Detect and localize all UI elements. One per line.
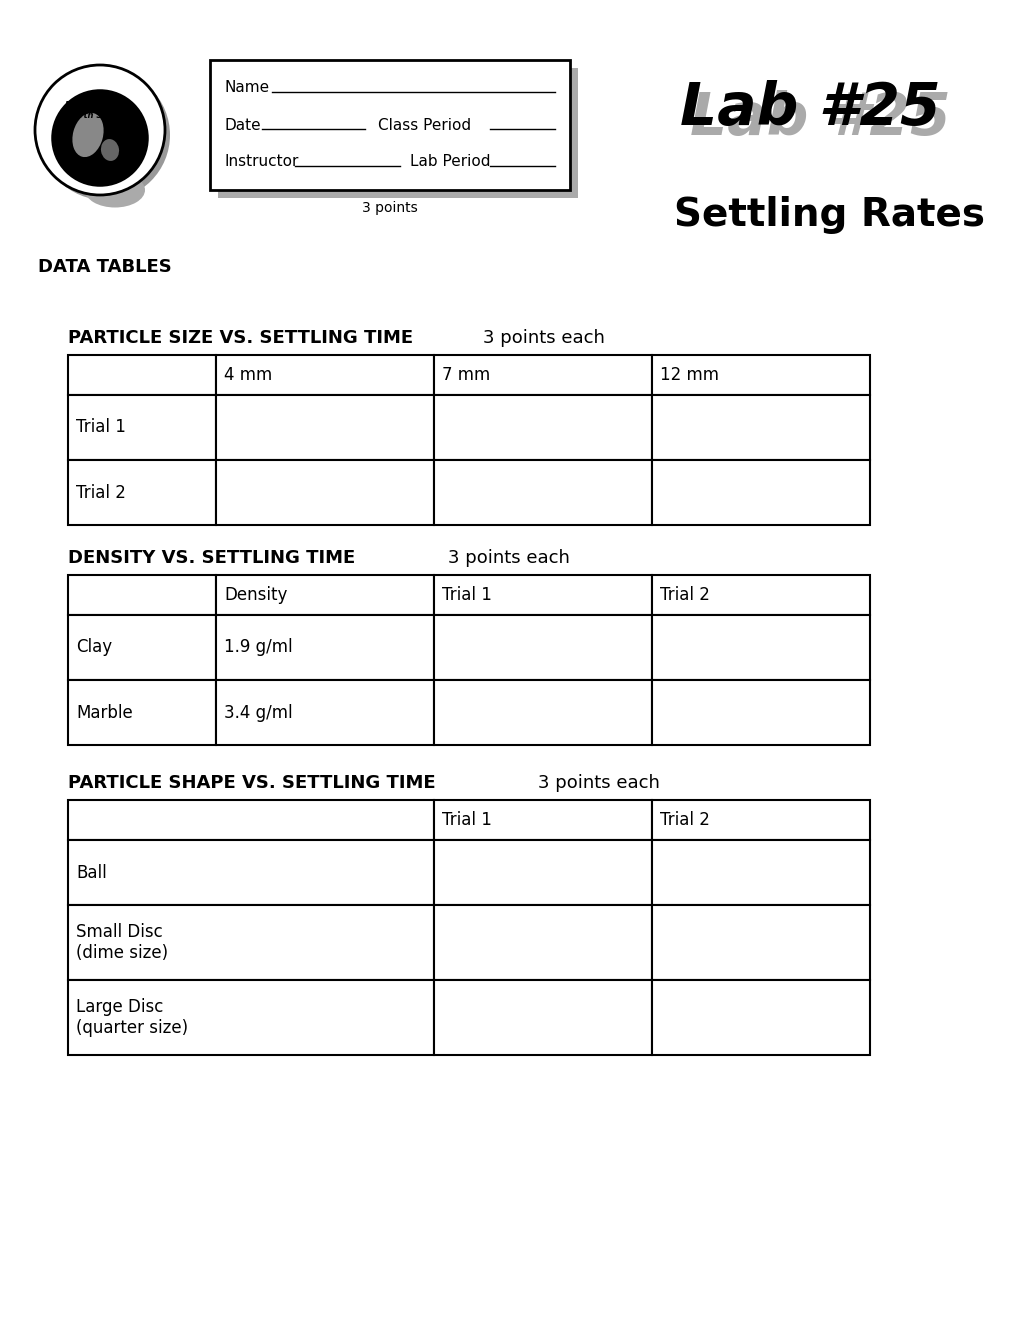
Bar bbox=[433, 840, 651, 906]
Bar bbox=[210, 59, 570, 190]
Bar bbox=[651, 615, 869, 680]
Bar bbox=[216, 680, 433, 744]
Text: PARTICLE SIZE VS. SETTLING TIME: PARTICLE SIZE VS. SETTLING TIME bbox=[68, 329, 413, 347]
Text: Lab #25: Lab #25 bbox=[679, 79, 940, 136]
Bar bbox=[68, 615, 216, 680]
Text: Settling Rates: Settling Rates bbox=[674, 195, 984, 234]
Ellipse shape bbox=[101, 139, 119, 161]
Bar bbox=[68, 979, 433, 1055]
Bar bbox=[433, 459, 651, 525]
Text: 12 mm: 12 mm bbox=[659, 366, 718, 384]
Bar bbox=[68, 840, 433, 906]
Bar bbox=[651, 979, 869, 1055]
Bar bbox=[433, 979, 651, 1055]
Bar bbox=[433, 800, 651, 840]
Bar bbox=[651, 355, 869, 395]
Bar bbox=[651, 459, 869, 525]
Text: Earth Science: Earth Science bbox=[67, 111, 132, 120]
Bar bbox=[68, 459, 216, 525]
Text: Ball: Ball bbox=[76, 863, 107, 882]
Text: Instructor: Instructor bbox=[225, 154, 300, 169]
Bar bbox=[216, 459, 433, 525]
Text: DATA TABLES: DATA TABLES bbox=[38, 257, 171, 276]
Bar bbox=[68, 576, 216, 615]
Text: Marble: Marble bbox=[76, 704, 132, 722]
Bar bbox=[433, 576, 651, 615]
Ellipse shape bbox=[72, 114, 104, 157]
Circle shape bbox=[40, 70, 170, 201]
Text: 4 mm: 4 mm bbox=[224, 366, 272, 384]
Bar bbox=[68, 906, 433, 979]
Text: Trial 1: Trial 1 bbox=[441, 586, 491, 605]
Text: Lab #25: Lab #25 bbox=[689, 90, 950, 147]
Text: Trial 2: Trial 2 bbox=[659, 810, 709, 829]
Text: Earth Science: Earth Science bbox=[65, 100, 135, 110]
Text: 3 points each: 3 points each bbox=[537, 774, 659, 792]
Bar bbox=[433, 355, 651, 395]
Text: 7 mm: 7 mm bbox=[441, 366, 490, 384]
Text: Clay: Clay bbox=[76, 639, 112, 656]
Bar bbox=[216, 395, 433, 459]
Text: 3 points: 3 points bbox=[362, 201, 418, 215]
Text: 1.9 g/ml: 1.9 g/ml bbox=[224, 639, 292, 656]
Text: 3 points each: 3 points each bbox=[483, 329, 604, 347]
Circle shape bbox=[35, 65, 165, 195]
Text: Density: Density bbox=[224, 586, 287, 605]
Circle shape bbox=[51, 90, 149, 186]
Bar bbox=[216, 355, 433, 395]
Bar bbox=[433, 906, 651, 979]
Text: 3.4 g/ml: 3.4 g/ml bbox=[224, 704, 292, 722]
Text: PARTICLE SHAPE VS. SETTLING TIME: PARTICLE SHAPE VS. SETTLING TIME bbox=[68, 774, 435, 792]
Text: Lab Period: Lab Period bbox=[410, 154, 490, 169]
Bar bbox=[651, 840, 869, 906]
Text: Class Period: Class Period bbox=[378, 117, 471, 132]
Bar bbox=[68, 680, 216, 744]
Bar bbox=[433, 395, 651, 459]
Bar bbox=[651, 680, 869, 744]
Bar bbox=[433, 615, 651, 680]
Text: Small Disc
(dime size): Small Disc (dime size) bbox=[76, 923, 168, 962]
Bar bbox=[68, 355, 216, 395]
Text: 3 points each: 3 points each bbox=[447, 549, 570, 568]
Bar bbox=[651, 395, 869, 459]
Bar bbox=[651, 800, 869, 840]
Text: DENSITY VS. SETTLING TIME: DENSITY VS. SETTLING TIME bbox=[68, 549, 355, 568]
Bar bbox=[216, 615, 433, 680]
Bar bbox=[218, 69, 578, 198]
Bar bbox=[651, 906, 869, 979]
Text: Trial 2: Trial 2 bbox=[76, 483, 125, 502]
Bar bbox=[651, 576, 869, 615]
Text: Trial 2: Trial 2 bbox=[659, 586, 709, 605]
Bar bbox=[216, 576, 433, 615]
Text: Name: Name bbox=[225, 81, 270, 95]
Bar bbox=[68, 395, 216, 459]
Ellipse shape bbox=[85, 173, 145, 207]
Text: Trial 1: Trial 1 bbox=[441, 810, 491, 829]
Text: Large Disc
(quarter size): Large Disc (quarter size) bbox=[76, 998, 187, 1038]
Text: Trial 1: Trial 1 bbox=[76, 418, 125, 437]
Bar bbox=[68, 800, 433, 840]
Bar bbox=[433, 680, 651, 744]
Text: Date: Date bbox=[225, 117, 261, 132]
